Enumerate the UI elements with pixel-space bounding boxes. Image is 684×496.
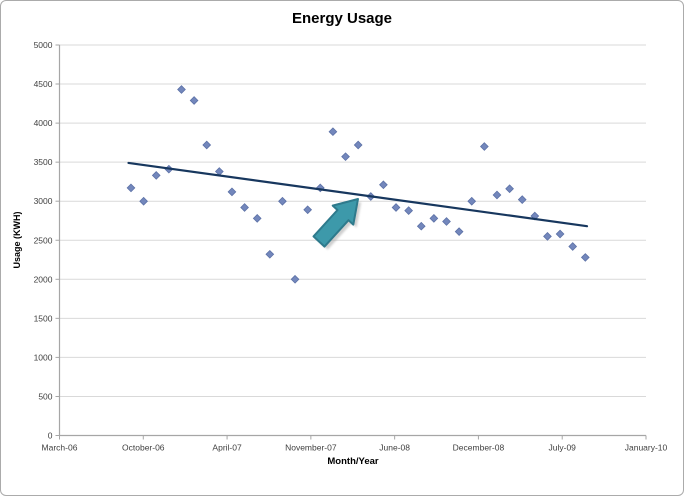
data-point-apr-09	[517, 195, 527, 205]
data-point-jul-08	[404, 206, 414, 215]
y-tick-label-5000: 5000	[34, 40, 53, 50]
data-point-may-08	[379, 180, 388, 190]
y-tick-label-4000: 4000	[34, 118, 53, 128]
data-point-aug-08	[416, 221, 426, 231]
data-point-oct-08	[442, 217, 451, 226]
data-point-jun-07	[240, 203, 249, 212]
data-point-aug-09	[568, 242, 578, 251]
data-point-jul-07	[252, 214, 262, 223]
data-point-jan-07	[177, 85, 186, 94]
annotation-arrow	[312, 198, 359, 248]
x-tick-label-april-07: April-07	[212, 443, 242, 453]
y-tick-label-2000: 2000	[34, 274, 53, 284]
x-tick-label-october-06: October-06	[122, 443, 165, 453]
data-point-feb-09	[492, 190, 502, 200]
data-point-sep-08	[429, 214, 439, 223]
data-point-sep-09	[580, 253, 590, 262]
x-tick-label-december-08: December-08	[453, 443, 505, 453]
x-tick-label-march-06: March-06	[42, 443, 78, 453]
x-axis-title: Month/Year	[327, 456, 379, 467]
x-tick-label-november-07: November-07	[285, 443, 337, 453]
y-tick-label-2500: 2500	[34, 235, 53, 245]
data-point-feb-07	[189, 96, 199, 105]
chart-title: Energy Usage	[291, 10, 393, 27]
trend-line	[127, 161, 589, 228]
data-point-jul-09	[555, 229, 565, 239]
data-point-mar-08	[353, 140, 363, 150]
data-point-mar-09	[505, 184, 514, 194]
data-point-jan-09	[479, 142, 489, 151]
y-tick-label-1000: 1000	[34, 352, 53, 362]
data-point-nov-08	[454, 227, 464, 237]
y-tick-label-500: 500	[38, 391, 52, 401]
y-tick-label-3000: 3000	[34, 196, 53, 206]
y-tick-label-0: 0	[48, 431, 53, 441]
data-point-feb-08	[341, 152, 350, 162]
data-point-may-07	[227, 187, 237, 197]
data-point-dec-08	[467, 196, 477, 206]
data-point-oct-06	[139, 196, 148, 206]
data-point-nov-07	[303, 205, 313, 215]
y-tick-label-4500: 4500	[34, 79, 53, 89]
data-point-aug-07	[265, 249, 275, 259]
y-tick-label-3500: 3500	[34, 157, 53, 167]
data-point-nov-06	[151, 171, 161, 180]
x-tick-label-july-09: July-09	[549, 443, 577, 453]
data-point-jun-09	[543, 231, 552, 241]
data-point-oct-07	[290, 274, 300, 284]
data-point-sep-07	[278, 196, 287, 206]
data-point-sep-06	[126, 183, 136, 193]
data-point-mar-07	[202, 140, 212, 150]
data-point-jan-08	[328, 127, 338, 137]
x-tick-label-january-10: January-10	[625, 443, 668, 453]
y-tick-label-1500: 1500	[34, 313, 53, 323]
x-tick-label-june-08: June-08	[379, 443, 410, 453]
data-point-jun-08	[391, 203, 401, 212]
